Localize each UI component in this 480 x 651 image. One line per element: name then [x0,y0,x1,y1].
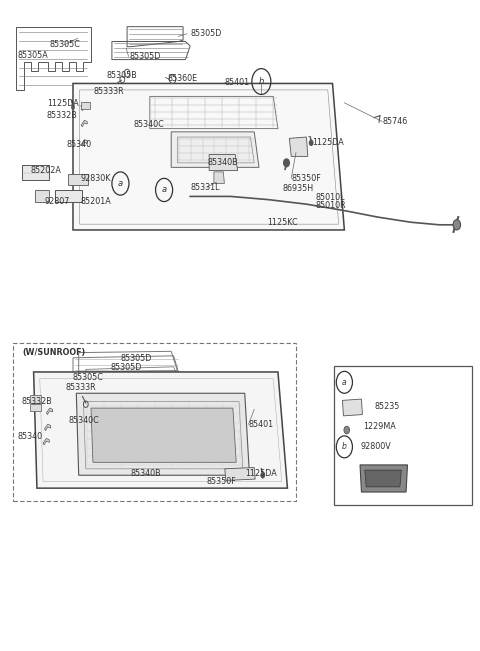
Circle shape [71,105,75,110]
Polygon shape [214,172,224,184]
Text: 92830K: 92830K [80,174,110,183]
Text: 1125DA: 1125DA [245,469,276,478]
Text: 85305A: 85305A [17,51,48,60]
Polygon shape [91,408,236,462]
Circle shape [453,219,461,230]
Bar [81,102,90,109]
Polygon shape [171,132,259,167]
Text: b: b [259,77,264,86]
Text: 85746: 85746 [383,117,408,126]
Polygon shape [68,174,88,185]
Text: 1125DA: 1125DA [47,99,79,108]
Text: 85340B: 85340B [131,469,161,478]
Polygon shape [43,439,49,445]
Text: 85305B: 85305B [106,70,137,79]
Bar [30,404,41,411]
Polygon shape [360,465,408,492]
Text: 85305C: 85305C [49,40,80,49]
Polygon shape [22,165,49,180]
Text: 85333R: 85333R [94,87,124,96]
Text: 85331L: 85331L [190,183,220,192]
Bar [334,366,471,505]
Polygon shape [365,470,401,487]
Text: 85340: 85340 [18,432,43,441]
Text: 85333R: 85333R [66,383,96,392]
Text: 85305C: 85305C [73,372,104,381]
Circle shape [309,139,313,146]
Text: 85010R: 85010R [316,201,347,210]
Bar [30,395,41,403]
Polygon shape [73,83,344,230]
Text: a: a [162,186,167,195]
Polygon shape [45,424,51,431]
Text: 86935H: 86935H [283,184,314,193]
Polygon shape [35,190,49,202]
Text: 85332B: 85332B [47,111,78,120]
Text: a: a [118,179,123,188]
Text: 1125DA: 1125DA [312,139,344,147]
Text: 92800V: 92800V [360,442,391,451]
Circle shape [344,426,349,434]
Polygon shape [342,399,362,416]
Polygon shape [76,393,250,475]
Text: 85340: 85340 [67,140,92,149]
Text: 85010L: 85010L [316,193,346,202]
Text: 85201A: 85201A [80,197,111,206]
Text: 85305D: 85305D [130,52,161,61]
Polygon shape [47,408,53,415]
Text: 85401: 85401 [225,78,250,87]
Circle shape [261,472,265,478]
Text: 85305D: 85305D [111,363,143,372]
Polygon shape [289,137,308,156]
Text: 85202A: 85202A [30,166,61,175]
Text: 85401: 85401 [249,420,274,429]
Text: 85340C: 85340C [133,120,164,129]
Text: 85305D: 85305D [190,29,222,38]
Polygon shape [34,372,288,488]
Circle shape [284,159,289,167]
Text: 1229MA: 1229MA [363,422,396,431]
Text: b: b [342,442,347,451]
Text: 85332B: 85332B [22,396,52,406]
Text: 85350F: 85350F [207,477,237,486]
Polygon shape [81,104,87,111]
Text: 85305D: 85305D [120,354,152,363]
Polygon shape [81,120,87,127]
Text: 85340C: 85340C [68,416,99,425]
Polygon shape [81,139,87,146]
Text: (W/SUNROOF): (W/SUNROOF) [23,348,86,357]
Polygon shape [225,467,255,480]
Text: a: a [342,378,347,387]
Text: 85350F: 85350F [291,174,321,183]
Text: 85340B: 85340B [208,158,239,167]
Polygon shape [209,154,238,171]
Text: 1125KC: 1125KC [267,217,298,227]
Text: 85360E: 85360E [168,74,198,83]
Text: 85235: 85235 [374,402,400,411]
Polygon shape [55,190,83,202]
Text: 92807: 92807 [45,197,70,206]
